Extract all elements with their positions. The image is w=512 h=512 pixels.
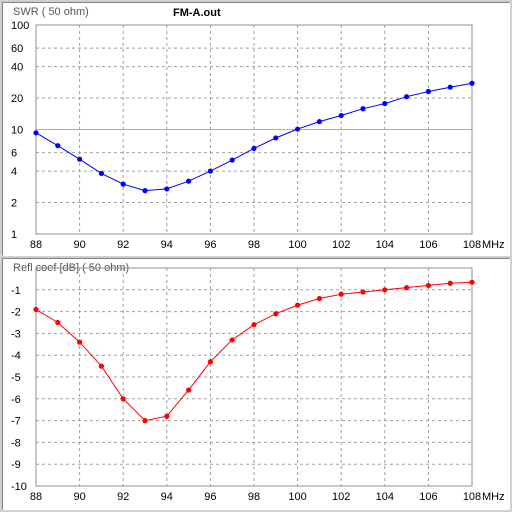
swr-chart-panel: SWR ( 50 ohm) FM-A.out 100 60 40 20 10 6 4 2 1 88 90… [2, 2, 510, 256]
chart-title: FM-A.out [173, 7, 221, 19]
data-point [382, 100, 388, 107]
x-axis-unit: MHz [482, 491, 505, 503]
plot-area-border [35, 267, 473, 487]
data-point [382, 287, 388, 293]
x-axis-unit: MHz [482, 239, 505, 251]
y-tick-label: -7 [11, 416, 21, 428]
data-point [142, 188, 148, 194]
data-point [447, 84, 453, 90]
x-tick-label: 106 [419, 239, 437, 251]
data-point [447, 280, 453, 286]
y-tick-label: 100 [11, 20, 29, 32]
data-point [164, 186, 170, 192]
data-point [164, 413, 170, 419]
y-tick-label: 4 [11, 166, 17, 178]
y-tick-label: -6 [11, 394, 21, 406]
data-point [338, 291, 344, 297]
x-tick-label: 100 [288, 491, 306, 503]
data-point [404, 285, 410, 291]
y-tick-label: 20 [11, 93, 23, 105]
refl-coef-chart: Refl coef [dB] ( 50 ohm)-1-2-3-4-5-6-7-8… [11, 262, 505, 503]
data-point [207, 168, 213, 174]
x-tick-label: 92 [117, 239, 129, 251]
data-point [186, 387, 192, 393]
data-point [273, 311, 279, 317]
data-point [77, 156, 83, 162]
data-point [360, 106, 366, 112]
y-tick-label: 6 [11, 148, 17, 160]
y-tick-label: 60 [11, 43, 23, 55]
y-tick-label: 1 [11, 229, 17, 241]
data-point [229, 337, 235, 343]
data-point [338, 112, 344, 119]
y-tick-label: -2 [11, 307, 21, 319]
y-axis-title: SWR ( 50 ohm) [13, 6, 89, 18]
x-tick-label: 90 [73, 491, 85, 503]
data-point [295, 302, 301, 308]
data-point [251, 322, 257, 328]
data-point [33, 130, 39, 136]
data-point [360, 289, 366, 295]
x-tick-label: 94 [161, 239, 173, 251]
y-tick-label: -10 [11, 481, 27, 493]
y-tick-label: 40 [11, 62, 23, 74]
x-tick-label: 96 [204, 239, 216, 251]
data-point [251, 145, 257, 151]
data-point [55, 319, 61, 326]
y-tick-label: 2 [11, 198, 17, 210]
plot-area-border [35, 24, 473, 235]
data-point [404, 94, 410, 100]
y-tick-label: -8 [11, 437, 21, 449]
x-tick-label: 90 [73, 239, 85, 251]
y-tick-label: -5 [11, 372, 21, 384]
x-tick-label: 104 [376, 491, 394, 503]
y-tick-label: -9 [11, 459, 21, 471]
data-point [142, 418, 148, 424]
x-tick-label: 104 [376, 239, 394, 251]
data-point [98, 170, 104, 177]
data-point [316, 119, 322, 125]
y-tick-label: -1 [11, 285, 21, 297]
data-point [229, 157, 235, 163]
x-tick-label: 88 [30, 239, 42, 251]
data-point [425, 282, 431, 289]
data-point [55, 143, 61, 149]
data-point [316, 295, 322, 302]
data-point [120, 396, 126, 402]
x-tick-label: 106 [419, 491, 437, 503]
x-tick-label: 96 [204, 491, 216, 503]
y-tick-label: -4 [11, 350, 21, 362]
x-tick-label: 92 [117, 491, 129, 503]
data-point [186, 178, 192, 184]
data-point [469, 80, 475, 86]
x-tick-label: 102 [332, 239, 350, 251]
data-point [120, 181, 126, 187]
x-tick-label: 98 [248, 491, 260, 503]
data-point [273, 135, 279, 141]
x-tick-label: 98 [248, 239, 260, 251]
x-tick-label: 102 [332, 491, 350, 503]
data-point [33, 306, 39, 313]
x-tick-label: 108 [463, 239, 481, 251]
data-point [425, 88, 431, 95]
data-point [295, 126, 301, 132]
y-tick-label: -3 [11, 328, 21, 340]
data-point [469, 279, 475, 285]
refl-coef-chart-panel: Refl coef [dB] ( 50 ohm) -1 -2 -3 -4 -5 -6 -7 -8… [2, 258, 510, 510]
data-point [207, 359, 213, 365]
data-point [98, 363, 104, 369]
x-tick-label: 88 [30, 491, 42, 503]
x-tick-label: 94 [161, 491, 173, 503]
series-line [35, 281, 473, 422]
y-tick-label: 10 [11, 125, 23, 137]
x-tick-label: 108 [463, 491, 481, 503]
data-point [77, 339, 83, 345]
x-tick-label: 100 [288, 239, 306, 251]
